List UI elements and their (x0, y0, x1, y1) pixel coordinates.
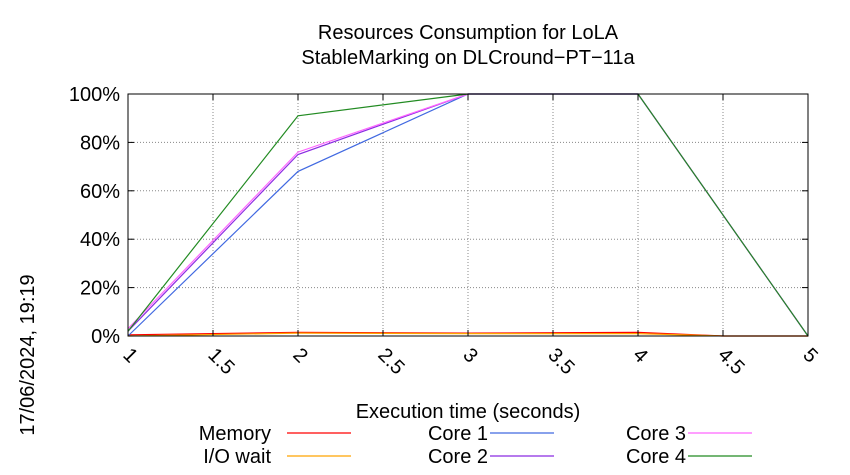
x-tick-label: 1 (118, 344, 141, 367)
y-tick-label: 40% (80, 229, 120, 251)
x-tick-label: 3 (458, 344, 481, 367)
legend-label: Core 4 (626, 446, 686, 468)
x-tick-label: 4 (628, 344, 651, 367)
chart-title-line-2: StableMarking on DLCround−PT−11a (301, 47, 635, 69)
legend-label: Core 2 (428, 446, 488, 468)
y-tick-label: 60% (80, 181, 120, 203)
y-tick-label: 20% (80, 278, 120, 300)
legend-label: Memory (199, 423, 271, 445)
legend-label: Core 3 (626, 423, 686, 445)
chart-title-line-1: Resources Consumption for LoLA (318, 22, 619, 44)
x-tick-label: 1.5 (203, 344, 238, 379)
y-tick-label: 80% (80, 132, 120, 154)
x-tick-label: 4.5 (713, 344, 748, 379)
x-tick-label: 2 (288, 344, 311, 367)
grid (127, 93, 809, 337)
timestamp: 17/06/2024, 19:19 (17, 274, 39, 435)
legend-label: I/O wait (203, 446, 271, 468)
y-axis-ticks: 0% 20% 40% 60% 80% 100% (69, 84, 808, 348)
x-tick-label: 5 (798, 344, 821, 367)
x-axis-label: Execution time (seconds) (356, 401, 581, 423)
legend-label: Core 1 (428, 423, 488, 445)
x-tick-label: 2.5 (373, 344, 408, 379)
y-tick-label: 0% (91, 326, 120, 348)
y-tick-label: 100% (69, 84, 120, 106)
x-tick-label: 3.5 (543, 344, 578, 379)
